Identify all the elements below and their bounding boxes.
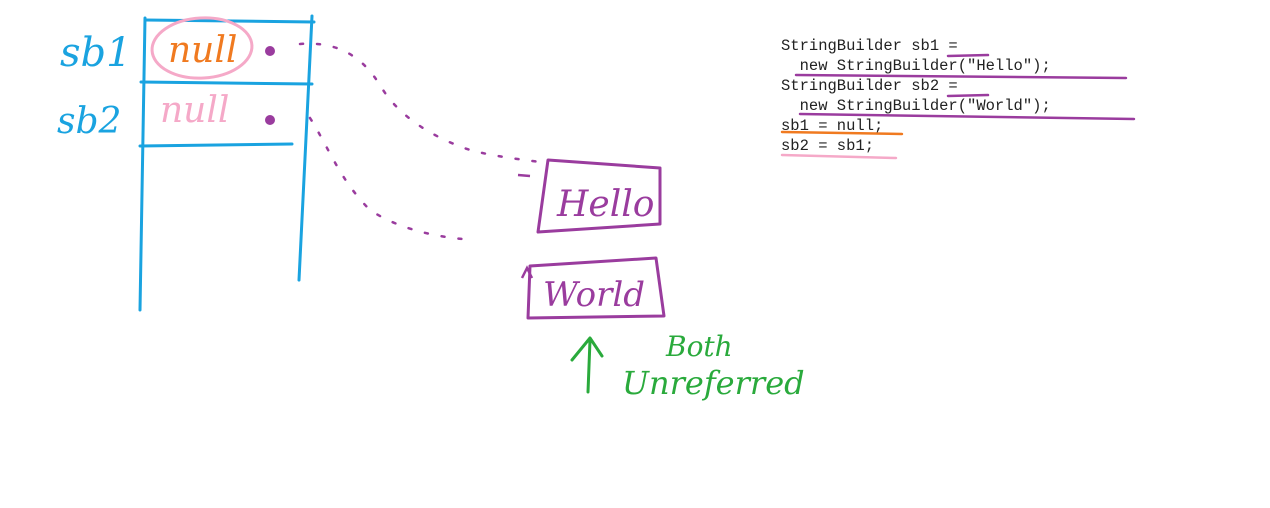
code-snippet: StringBuilder sb1 = new StringBuilder("H… xyxy=(781,36,1051,156)
unreferenced-annotation: Both Unreferred xyxy=(570,330,805,402)
highlight-circle xyxy=(150,16,254,80)
underline-sb2-decl xyxy=(946,93,990,98)
sb1-stale-arrow xyxy=(298,42,547,165)
annotation-line-1: Both xyxy=(665,330,733,363)
sb2-null-value: null xyxy=(160,90,229,131)
underline-new-world xyxy=(798,112,1136,121)
sb2-reference-dot xyxy=(265,115,275,125)
stack-label-sb1: sb1 xyxy=(60,30,132,76)
underline-sb2-sb1 xyxy=(780,153,898,160)
underline-sb1-null xyxy=(780,130,904,136)
sb1-reference-dot xyxy=(265,46,275,56)
annotation-line-2: Unreferred xyxy=(622,364,805,402)
code-line: StringBuilder sb2 = xyxy=(781,77,958,95)
code-line: new StringBuilder("World"); xyxy=(781,97,1051,115)
heap-object-hello-label: Hello xyxy=(556,184,654,225)
up-arrow xyxy=(570,336,604,394)
code-underlines xyxy=(780,53,1136,160)
underline-sb1-decl xyxy=(946,53,990,58)
stack-label-sb2: sb2 xyxy=(57,101,121,142)
stale-references xyxy=(298,42,547,242)
heap-object-world: World xyxy=(526,256,666,320)
code-line: StringBuilder sb1 = xyxy=(781,37,958,55)
underline-new-hello xyxy=(794,73,1128,80)
code-line: sb1 = null; xyxy=(781,117,884,135)
heap-object-hello: Hello xyxy=(536,158,662,234)
sb1-null-value: null xyxy=(168,30,237,71)
heap-object-world-label: World xyxy=(543,275,645,315)
sb2-stale-arrow xyxy=(308,116,477,242)
code-line: new StringBuilder("Hello"); xyxy=(781,57,1051,75)
hello-arrowhead xyxy=(517,173,531,178)
code-line: sb2 = sb1; xyxy=(781,137,875,155)
